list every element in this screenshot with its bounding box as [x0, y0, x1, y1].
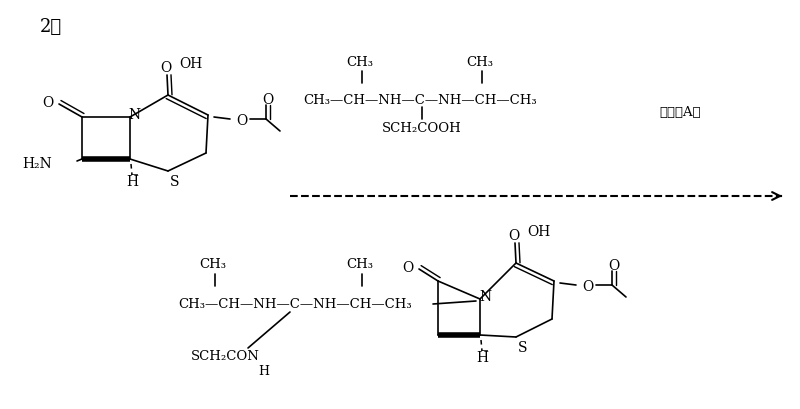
Text: CH₃: CH₃	[346, 55, 374, 68]
Text: O: O	[160, 61, 172, 75]
Text: S: S	[170, 175, 180, 189]
Text: 溶液（A）: 溶液（A）	[659, 105, 701, 118]
Text: H̅: H̅	[126, 175, 138, 189]
Text: SCH₂COOH: SCH₂COOH	[382, 121, 462, 134]
Text: O: O	[236, 114, 248, 128]
Text: O: O	[582, 279, 594, 293]
Text: OH: OH	[179, 57, 202, 71]
Text: H̅: H̅	[476, 350, 488, 364]
Text: O: O	[402, 261, 414, 274]
Text: CH₃: CH₃	[466, 55, 494, 68]
Text: CH₃: CH₃	[199, 258, 226, 271]
Text: O: O	[262, 93, 274, 107]
Text: CH₃—CH—NH—C—NH—CH—CH₃: CH₃—CH—NH—C—NH—CH—CH₃	[303, 93, 537, 106]
Text: OH: OH	[527, 225, 550, 238]
Text: SCH₂CON: SCH₂CON	[190, 350, 259, 363]
Text: CH₃—CH—NH—C—NH—CH—CH₃: CH₃—CH—NH—C—NH—CH—CH₃	[178, 298, 412, 311]
Text: N: N	[479, 289, 491, 303]
Text: CH₃: CH₃	[346, 258, 374, 271]
Text: O: O	[608, 258, 620, 272]
Text: 2、: 2、	[40, 18, 62, 36]
Text: O: O	[508, 229, 520, 243]
Text: N: N	[128, 108, 140, 122]
Text: O: O	[42, 96, 54, 110]
Text: H: H	[258, 364, 270, 378]
Text: S: S	[518, 340, 528, 354]
Text: H₂N: H₂N	[22, 157, 52, 171]
